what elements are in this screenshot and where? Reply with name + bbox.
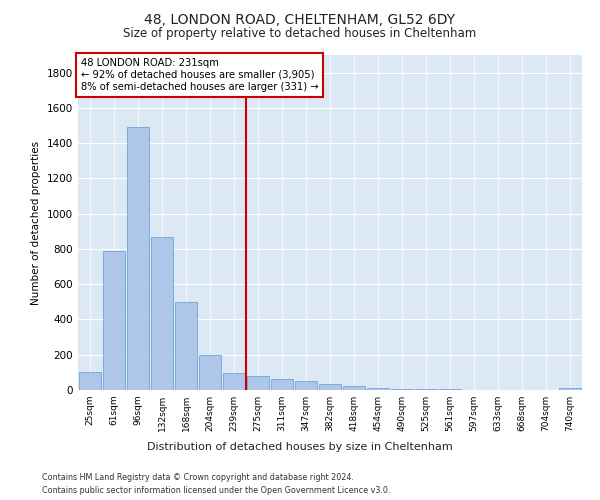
Bar [559,388,581,390]
Bar [151,236,173,390]
Bar [103,250,125,390]
Text: Size of property relative to detached houses in Cheltenham: Size of property relative to detached ho… [124,28,476,40]
Bar [367,388,389,390]
Bar [319,384,341,390]
Bar [295,381,317,390]
Bar [127,128,149,390]
Bar [247,376,269,390]
Bar [79,372,101,390]
Text: Distribution of detached houses by size in Cheltenham: Distribution of detached houses by size … [147,442,453,452]
Bar [271,378,293,390]
Bar [415,389,437,390]
Bar [223,373,245,390]
Bar [175,302,197,390]
Text: Contains public sector information licensed under the Open Government Licence v3: Contains public sector information licen… [42,486,391,495]
Bar [391,389,413,390]
Text: Contains HM Land Registry data © Crown copyright and database right 2024.: Contains HM Land Registry data © Crown c… [42,472,354,482]
Bar [343,386,365,390]
Text: 48, LONDON ROAD, CHELTENHAM, GL52 6DY: 48, LONDON ROAD, CHELTENHAM, GL52 6DY [145,12,455,26]
Text: 48 LONDON ROAD: 231sqm
← 92% of detached houses are smaller (3,905)
8% of semi-d: 48 LONDON ROAD: 231sqm ← 92% of detached… [80,58,318,92]
Bar [199,354,221,390]
Y-axis label: Number of detached properties: Number of detached properties [31,140,41,304]
